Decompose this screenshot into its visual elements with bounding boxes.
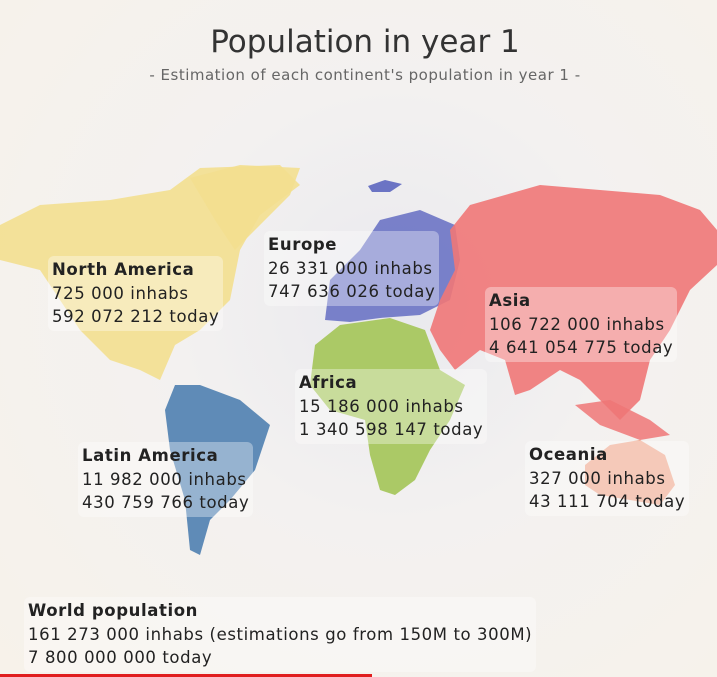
label-population: 161 273 000 inhabs (estimations go from … [28, 624, 533, 644]
label-population: 106 722 000 inhabs [489, 314, 665, 334]
subtitle: - Estimation of each continent's populat… [149, 66, 581, 84]
se-asia-islands [575, 400, 670, 440]
region-label: North America 725 000 inhabs 592 072 212 t… [48, 256, 224, 331]
region-label: Asia 106 722 000 inhabs 4 641 054 775 toda… [485, 287, 678, 362]
label-name: North America [52, 260, 195, 279]
title: Population in year 1 [210, 24, 520, 60]
label-today: 1 340 598 147 today [299, 420, 484, 439]
label-today: 4 641 054 775 today [489, 338, 674, 357]
africa [310, 318, 465, 495]
label-name: Asia [489, 291, 531, 310]
region-label: Oceania 327 000 inhabs 43 111 704 today [525, 441, 690, 516]
region-label: Latin America 11 982 000 inhabs 430 759 76… [78, 442, 254, 517]
label-name: World population [28, 601, 199, 620]
label-today: 592 072 212 today [52, 307, 220, 326]
label-today: 430 759 766 today [82, 493, 250, 512]
region-label: Africa 15 186 000 inhabs 1 340 598 147 tod… [295, 369, 488, 444]
label-population: 15 186 000 inhabs [299, 396, 464, 416]
label-today: 7 800 000 000 today [28, 648, 213, 667]
latin-america [165, 385, 270, 555]
label-name: Oceania [529, 445, 608, 464]
world-label: World population 161 273 000 inhabs (esti… [24, 597, 537, 672]
iceland [368, 180, 402, 192]
europe [325, 210, 460, 322]
region-label: Europe 26 331 000 inhabs 747 636 026 today [264, 231, 440, 306]
greenland [190, 165, 300, 250]
oceania [585, 440, 675, 505]
label-population: 11 982 000 inhabs [82, 469, 247, 489]
asia [430, 185, 717, 420]
label-population: 327 000 inhabs [529, 468, 666, 488]
label-name: Africa [299, 373, 358, 392]
label-today: 747 636 026 today [268, 282, 436, 301]
label-name: Latin America [82, 446, 219, 465]
label-population: 725 000 inhabs [52, 283, 189, 303]
label-today: 43 111 704 today [529, 492, 686, 511]
label-name: Europe [268, 235, 338, 254]
label-population: 26 331 000 inhabs [268, 258, 433, 278]
